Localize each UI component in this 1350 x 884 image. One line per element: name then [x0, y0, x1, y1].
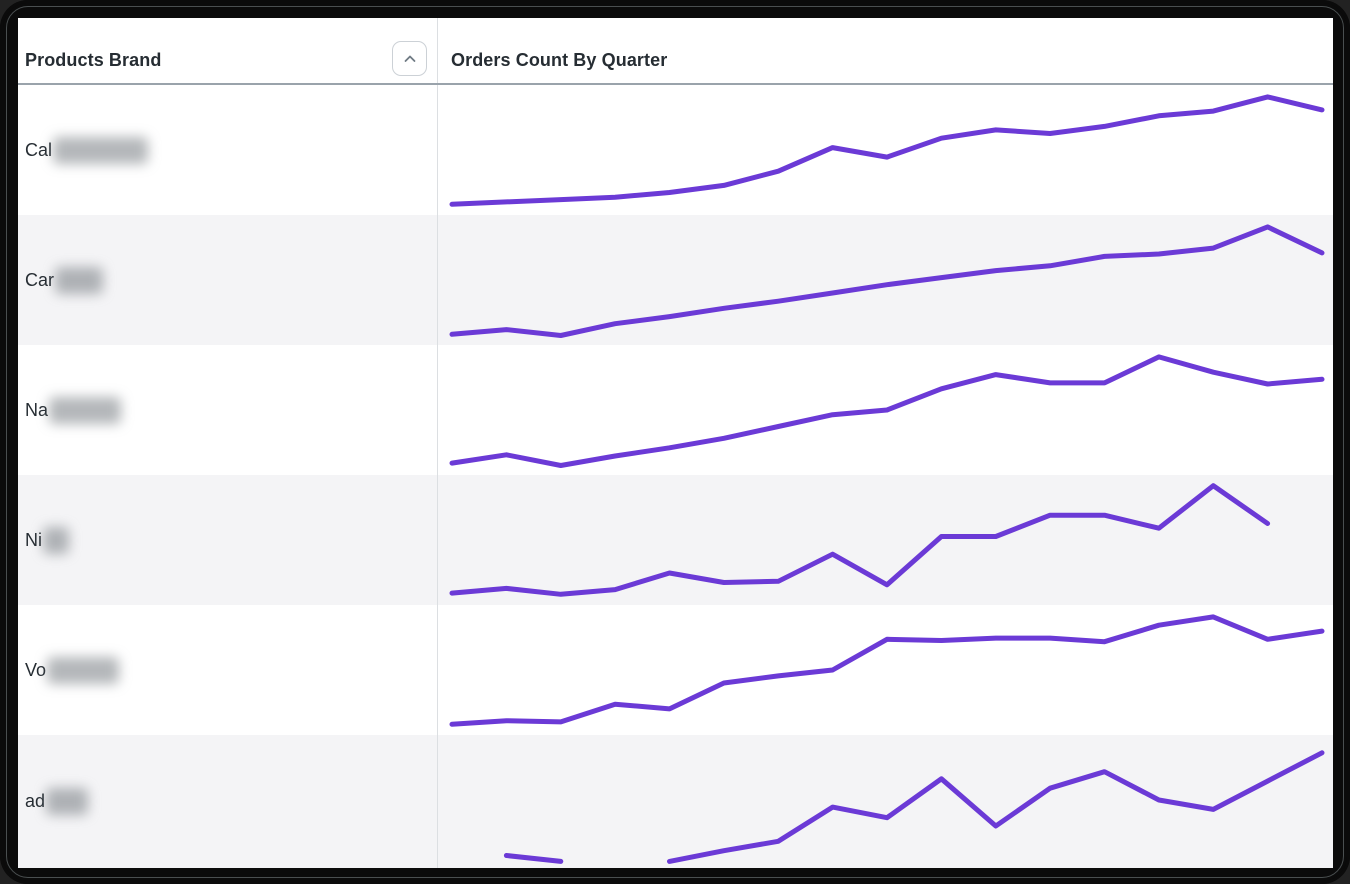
table-row: Na [18, 345, 1333, 475]
brand-cell: Ni [18, 475, 438, 605]
brand-label: Car [25, 269, 55, 290]
brand-cell: ad [18, 735, 438, 868]
redacted-brand-blur [55, 266, 104, 294]
table-panel: Products Brand Orders Count By Quarter C… [18, 18, 1333, 868]
redacted-brand-blur [49, 396, 122, 424]
redacted-brand-blur [53, 136, 149, 164]
redacted-brand-blur [43, 526, 69, 554]
table-row: Car [18, 215, 1333, 345]
table-row: ad [18, 735, 1333, 868]
chevron-up-icon [402, 51, 418, 67]
redacted-brand-blur [47, 656, 120, 684]
column-header-orders-count: Orders Count By Quarter [438, 18, 1333, 83]
brand-cell: Vo [18, 605, 438, 735]
brand-label: Vo [25, 659, 47, 680]
orders-sparkline [449, 224, 1325, 338]
orders-sparkline [449, 614, 1325, 727]
sparkline-cell [438, 475, 1333, 605]
orders-sparkline [503, 750, 1325, 864]
brand-label: ad [25, 791, 46, 811]
sparkline-cell [438, 735, 1333, 868]
products-brand-header-label: Products Brand [25, 50, 162, 70]
table-row: Vo [18, 605, 1333, 735]
brand-label: Na [25, 399, 49, 420]
table-row: Cal [18, 85, 1333, 215]
redacted-brand-blur [46, 788, 89, 815]
table-row: Ni [18, 475, 1333, 605]
column-header-products-brand: Products Brand [18, 18, 438, 83]
sort-ascending-button[interactable] [392, 41, 427, 76]
sparkline-cell [438, 605, 1333, 735]
brand-label: Ni [25, 529, 42, 550]
orders-sparkline [449, 483, 1271, 597]
brand-cell: Car [18, 215, 438, 345]
sparkline-cell [438, 85, 1333, 215]
orders-sparkline [449, 354, 1325, 468]
sparkline-cell [438, 215, 1333, 345]
orders-sparkline [449, 94, 1325, 207]
table-header: Products Brand Orders Count By Quarter [18, 18, 1333, 85]
orders-count-header-label: Orders Count By Quarter [451, 50, 668, 70]
brand-label: Cal [25, 139, 53, 160]
brand-cell: Cal [18, 85, 438, 215]
brand-cell: Na [18, 345, 438, 475]
sparkline-cell [438, 345, 1333, 475]
